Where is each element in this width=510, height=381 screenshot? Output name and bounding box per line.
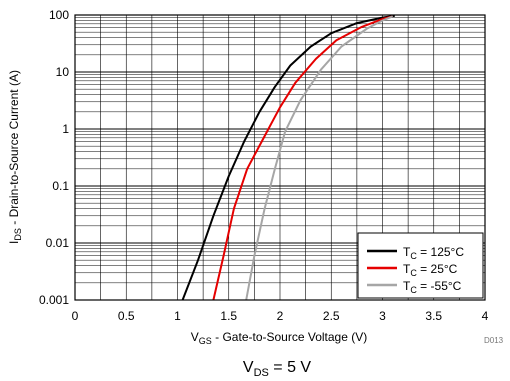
- x-tick-label: 1.5: [220, 309, 237, 323]
- y-tick-label: 0.01: [46, 236, 70, 250]
- legend-box: [357, 232, 484, 299]
- x-tick-labels: 0 0.5 1 1.5 2 2.5 3 3.5 4: [72, 309, 489, 323]
- x-tick-label: 0: [72, 309, 79, 323]
- series-line-25c: [212, 15, 394, 301]
- x-tick-label: 3.5: [425, 309, 442, 323]
- legend-label-125c: TC = 125°C: [403, 245, 464, 261]
- x-tick-label: 1: [174, 309, 181, 323]
- y-tick-label: 0.1: [52, 179, 69, 193]
- series-line-minus55c: [245, 15, 394, 301]
- legend-label-25c: TC = 25°C: [403, 262, 458, 278]
- series-lines: [181, 14, 395, 301]
- x-axis-label: VGS - Gate-to-Source Voltage (V): [191, 330, 367, 346]
- series-line-125c: [181, 14, 395, 301]
- x-tick-label: 0.5: [118, 309, 135, 323]
- figure-reference: D013: [484, 336, 504, 345]
- y-tick-labels: 0.001 0.01 0.1 1 10 100: [39, 8, 69, 307]
- x-tick-label: 2.5: [323, 309, 340, 323]
- plot-frame: [74, 14, 486, 301]
- y-tick-label: 10: [56, 65, 70, 79]
- legend-label-minus55c: TC = -55°C: [403, 279, 462, 295]
- x-tick-label: 3: [379, 309, 386, 323]
- y-tick-label: 100: [49, 8, 69, 22]
- legend: TC = 125°C TC = 25°C TC = -55°C: [357, 232, 484, 299]
- x-tick-label: 4: [482, 309, 489, 323]
- caption-vds: VDS = 5 V: [243, 359, 312, 379]
- x-tick-label: 2: [277, 309, 284, 323]
- y-axis-label: IDS - Drain-to-Source Current (A): [7, 70, 23, 244]
- y-tick-label: 1: [62, 122, 69, 136]
- y-tick-label: 0.001: [39, 293, 69, 307]
